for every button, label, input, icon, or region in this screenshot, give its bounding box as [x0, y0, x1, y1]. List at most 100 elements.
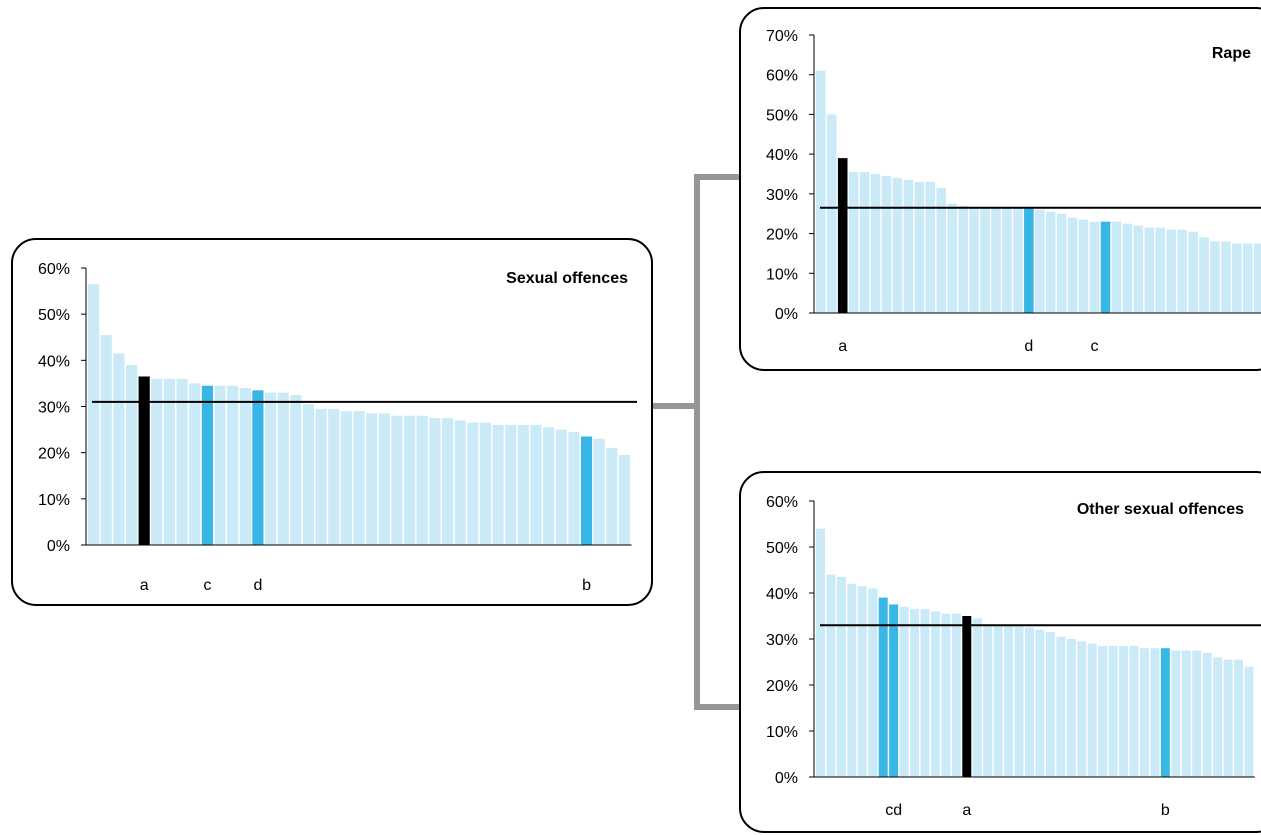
- bar: [1177, 229, 1187, 313]
- bar: [479, 422, 492, 545]
- bar: [366, 413, 378, 545]
- bar: [1202, 652, 1212, 777]
- bar: [606, 448, 618, 545]
- bar: [1144, 227, 1155, 313]
- bar: [1002, 207, 1012, 313]
- y-tick-label: 40%: [766, 586, 798, 603]
- bar: [889, 604, 899, 777]
- bar: [1108, 645, 1118, 777]
- bar: [201, 385, 213, 545]
- bar: [1210, 241, 1220, 313]
- bar-marker-label: a: [140, 577, 149, 594]
- bar-marker-label: d: [253, 577, 262, 594]
- bar: [1234, 659, 1243, 777]
- bar: [227, 385, 239, 545]
- y-tick-label: 10%: [766, 266, 798, 283]
- bar: [113, 353, 125, 545]
- bar: [467, 422, 479, 545]
- bar: [1166, 229, 1176, 313]
- bar-series: [88, 284, 631, 545]
- y-tick-label: 70%: [766, 28, 798, 45]
- bar: [543, 427, 555, 545]
- bar-marker-label: c: [203, 577, 211, 594]
- bar: [290, 394, 302, 545]
- bar: [881, 175, 892, 313]
- y-tick-label: 20%: [766, 227, 798, 244]
- bar: [404, 415, 416, 545]
- y-tick-label: 20%: [38, 446, 70, 463]
- bar: [530, 424, 542, 545]
- y-tick-label: 0%: [47, 538, 70, 555]
- bar: [958, 205, 968, 313]
- bar-marker-label: d: [1024, 338, 1033, 355]
- panel-rape: 0% 10% 20% 30% 40% 50% 60% 70% a d c Rape: [739, 7, 1261, 371]
- bar-marker-label: c: [1091, 338, 1099, 355]
- y-tick-label: 40%: [38, 353, 70, 370]
- bar: [826, 574, 836, 777]
- bar: [429, 418, 441, 545]
- y-tick-label: 0%: [775, 306, 798, 323]
- y-tick-label: 0%: [775, 770, 798, 787]
- bar: [1155, 227, 1166, 313]
- y-tick-label: 20%: [766, 678, 798, 695]
- bar: [1100, 221, 1111, 313]
- bar: [920, 609, 930, 777]
- bar: [1035, 209, 1045, 313]
- bar: [1221, 241, 1231, 313]
- bar: [517, 424, 529, 545]
- bar-marker-label: cd: [885, 802, 902, 819]
- bar: [925, 181, 936, 313]
- bar: [1129, 645, 1139, 777]
- bar: [1243, 243, 1253, 313]
- y-axis: 0% 10% 20% 30% 40% 50% 60% 70%: [766, 28, 815, 323]
- bar: [264, 392, 277, 545]
- bar: [816, 70, 826, 313]
- bar: [1133, 225, 1144, 313]
- bar: [1013, 207, 1023, 313]
- connector-lines: [651, 174, 742, 710]
- bar: [847, 583, 857, 777]
- bar: [138, 376, 150, 545]
- bar: [1119, 645, 1129, 777]
- bar: [1139, 648, 1149, 777]
- bar: [914, 181, 925, 313]
- bar: [1089, 221, 1100, 313]
- bar: [1078, 219, 1089, 313]
- chart-title: Sexual offences: [506, 270, 628, 287]
- bar: [868, 588, 878, 777]
- bar: [1067, 217, 1078, 313]
- bar: [951, 613, 961, 777]
- bar: [836, 576, 846, 777]
- y-tick-label: 30%: [766, 187, 798, 204]
- bar: [580, 436, 593, 545]
- bar: [315, 408, 327, 545]
- bar-marker-label: a: [838, 338, 847, 355]
- panel-sexual-offences: 0% 10% 20% 30% 40% 50% 60% a c d b Sexual offence…: [11, 238, 653, 606]
- y-axis: 0% 10% 20% 30% 40% 50% 60%: [38, 261, 87, 555]
- bar: [1025, 627, 1034, 777]
- bar: [816, 528, 825, 777]
- bar: [1223, 659, 1233, 777]
- bar: [1045, 632, 1055, 777]
- bar: [972, 618, 982, 777]
- bar: [899, 606, 909, 777]
- bar: [1160, 648, 1170, 777]
- bar: [100, 334, 112, 545]
- bar: [991, 207, 1001, 313]
- y-tick-label: 50%: [766, 540, 798, 557]
- bar: [878, 597, 888, 777]
- bar: [176, 378, 188, 545]
- bar: [555, 429, 567, 545]
- bar-marker-label: b: [1161, 802, 1170, 819]
- bar-series: [816, 70, 1261, 313]
- bar: [1188, 231, 1198, 313]
- bar: [892, 177, 903, 313]
- bar: [441, 418, 454, 545]
- bar: [416, 415, 428, 545]
- bar: [391, 415, 403, 545]
- bar: [151, 378, 163, 545]
- bar: [910, 609, 920, 777]
- bar: [618, 454, 631, 545]
